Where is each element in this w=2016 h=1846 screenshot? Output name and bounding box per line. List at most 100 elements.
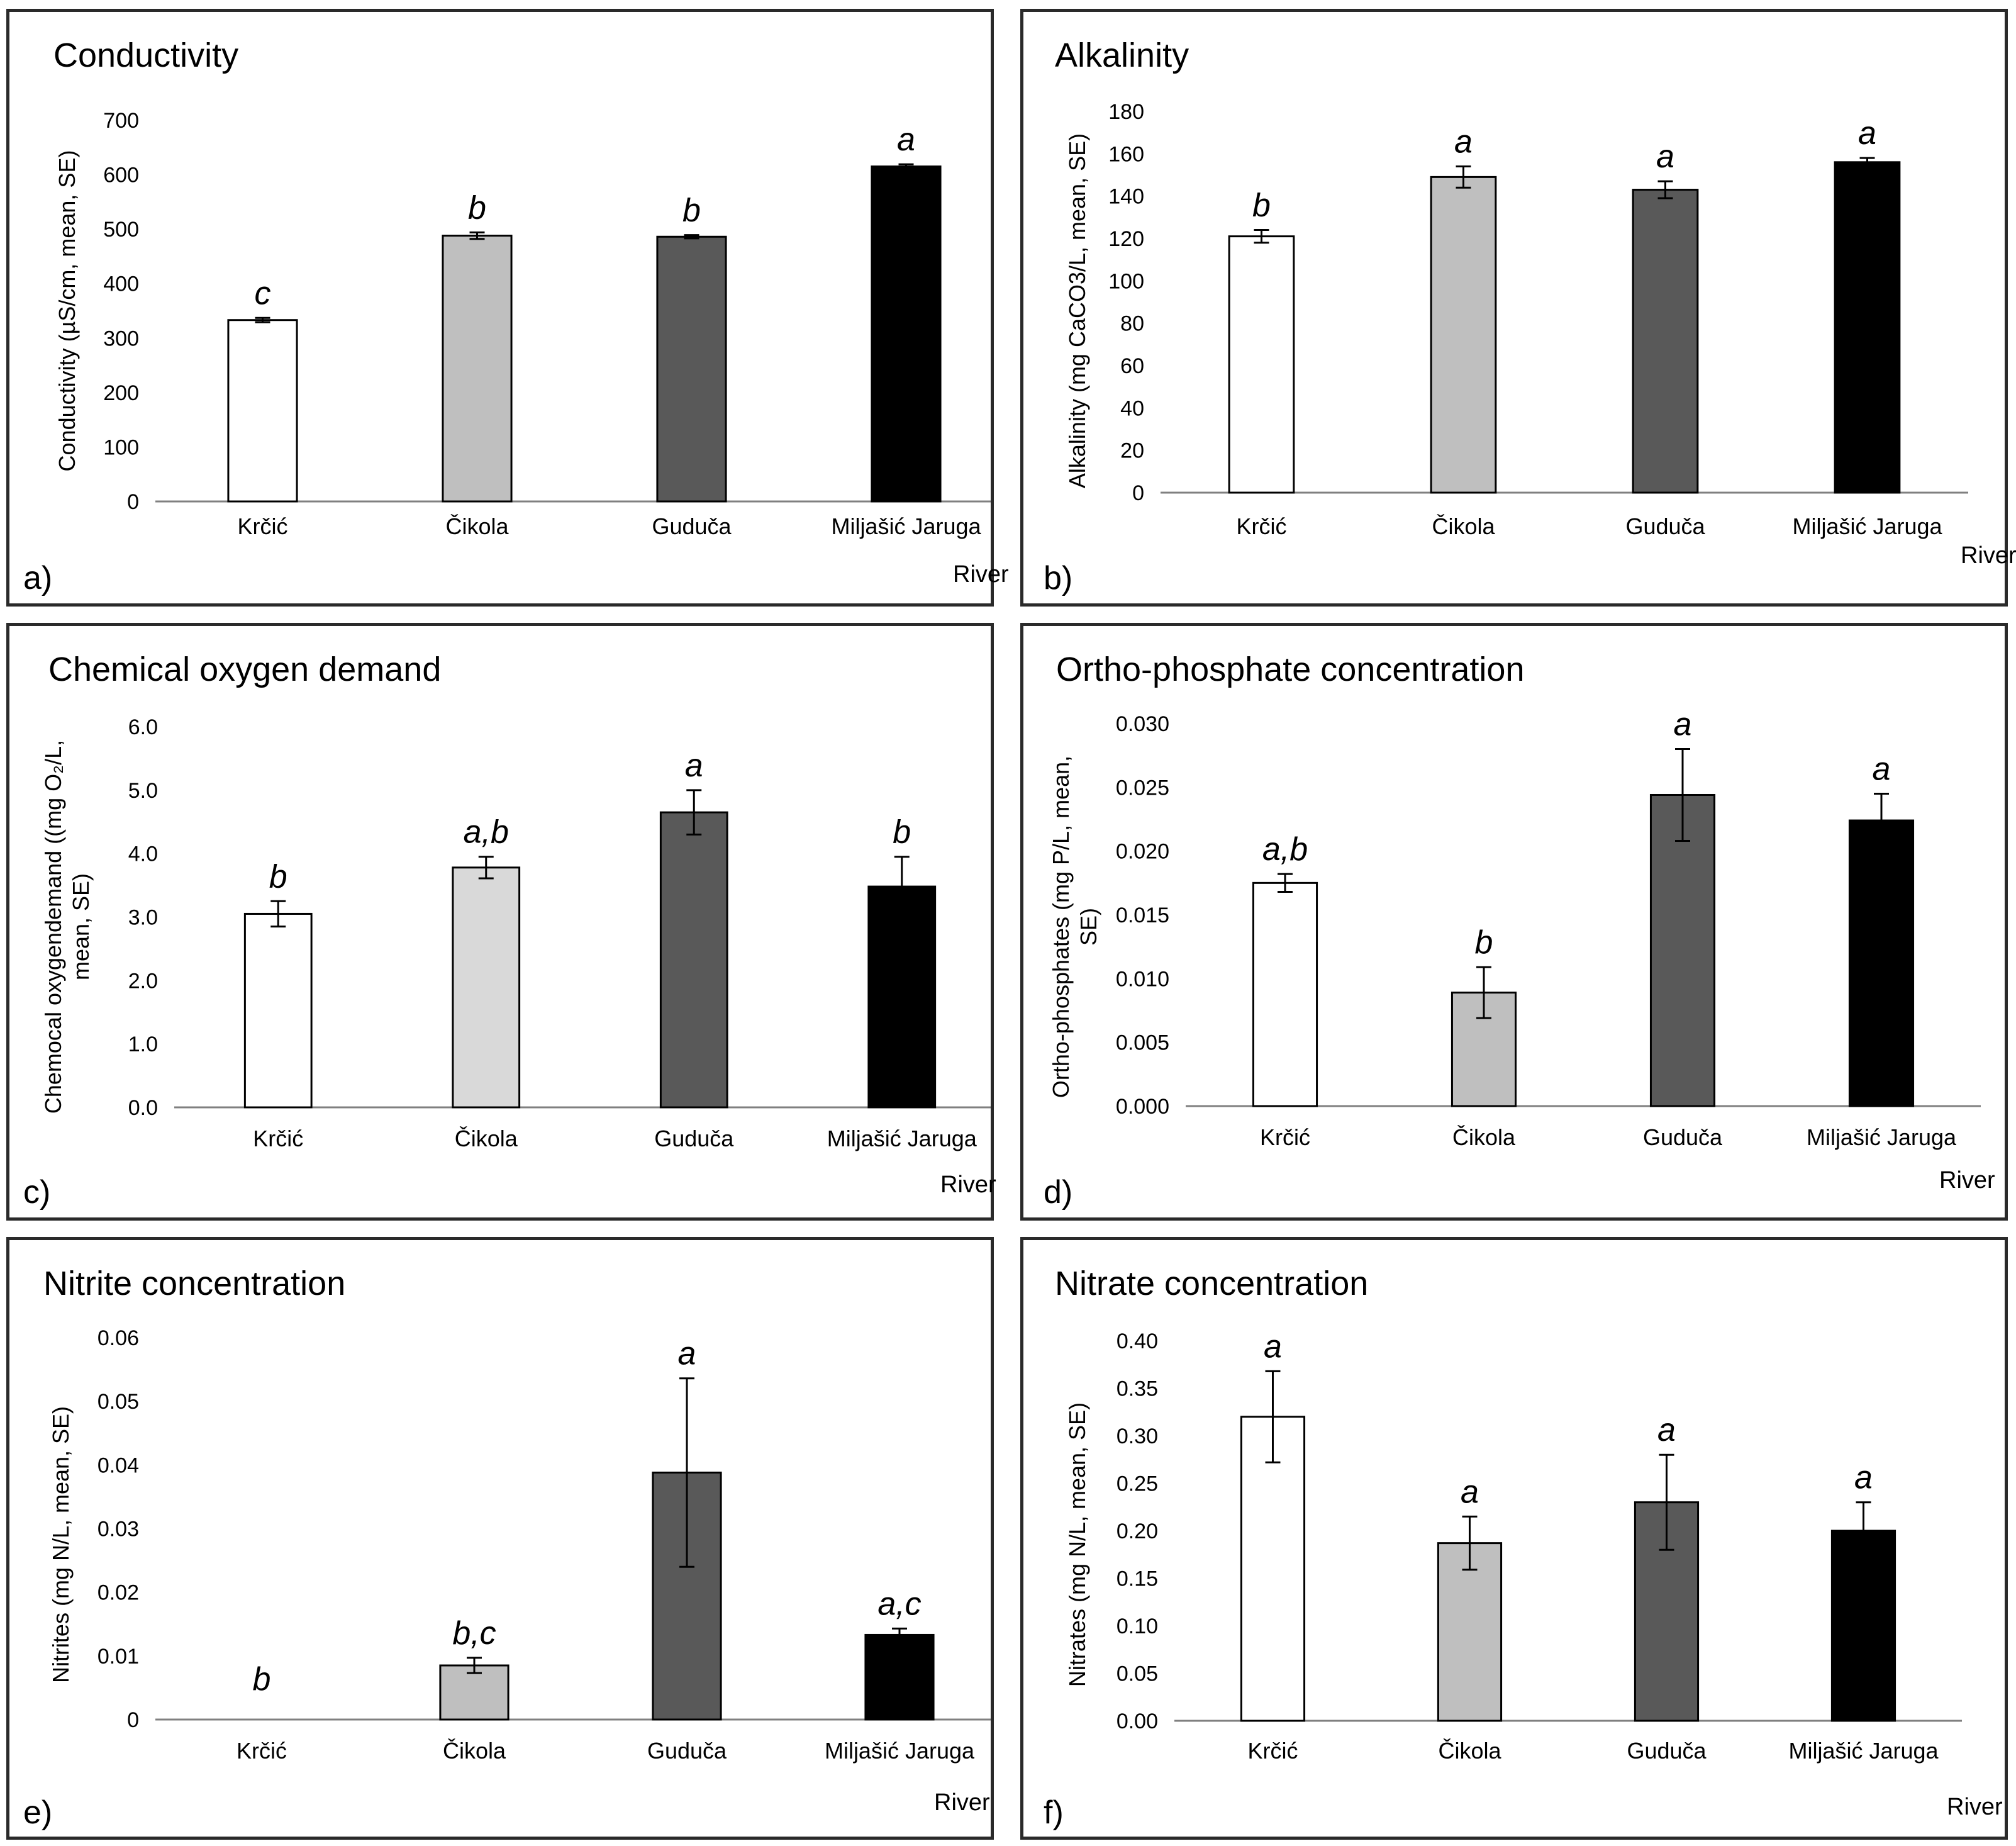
bar — [871, 165, 942, 503]
x-tick-label: Miljašić Jaruga — [1788, 1738, 1939, 1764]
y-tick-label: 180 — [1108, 100, 1144, 124]
significance-letter: a — [1454, 124, 1473, 160]
x-tick-label: Krčić — [1237, 513, 1287, 539]
bar — [656, 235, 727, 503]
y-tick-label: 40 — [1120, 396, 1144, 420]
significance-letter: b,c — [452, 1615, 496, 1652]
chart-panel-6: Nitrate concentration f) River Nitrates (mg… — [1020, 1237, 2008, 1840]
bar — [1252, 881, 1318, 1107]
y-tick-label: 140 — [1108, 185, 1144, 209]
y-tick-label: 0.25 — [1117, 1472, 1158, 1496]
y-tick-label: 200 — [103, 381, 139, 405]
significance-letter: b — [1475, 924, 1493, 961]
x-tick-label: Miljašić Jaruga — [831, 513, 981, 539]
y-tick-label: 400 — [103, 272, 139, 296]
y-tick-label: 0.10 — [1117, 1614, 1158, 1638]
bar — [1649, 793, 1716, 1107]
significance-letter: b — [682, 193, 701, 229]
x-axis-title: River — [940, 1172, 996, 1198]
bar — [1240, 1416, 1306, 1722]
y-tick-label: 0.030 — [1116, 712, 1169, 736]
plot-area: 0.0 1.0 2.0 3.0 4.0 5.0 6.0 b Krčić a,b Čikola a Gud… — [128, 715, 991, 1151]
plot-area: 0.000 0.005 0.010 0.015 0.020 0.025 0.030 a,b Kr… — [1116, 707, 1981, 1150]
significance-letter: a — [1674, 707, 1692, 743]
y-tick-label: 0 — [127, 490, 139, 514]
y-tick-label: 0.02 — [97, 1581, 139, 1605]
x-tick-label: Miljašić Jaruga — [827, 1126, 977, 1151]
x-tick-label: Krčić — [237, 1738, 287, 1764]
y-tick-label: 0.35 — [1117, 1377, 1158, 1401]
significance-letter: a — [897, 121, 915, 158]
significance-letter: b — [253, 1661, 271, 1698]
significance-letter: a,c — [877, 1586, 921, 1622]
y-tick-label: 0.15 — [1117, 1567, 1158, 1591]
chart-panel-3: Chemical oxygen demand c) River Chemocal ox… — [6, 623, 996, 1221]
plot-area: 0.00 0.05 0.10 0.15 0.20 0.25 0.30 0.35 0.40 a Krč… — [1117, 1328, 1962, 1764]
x-axis-title: River — [1939, 1167, 1995, 1194]
y-tick-label: 0.00 — [1117, 1709, 1158, 1733]
significance-letter: a,b — [1262, 831, 1308, 868]
x-tick-label: Guduča — [1627, 1738, 1707, 1764]
y-tick-label: 0.005 — [1116, 1031, 1169, 1055]
chart-title: Alkalinity — [1055, 36, 1189, 74]
bar — [867, 885, 937, 1109]
chart-panel-2: Alkalinity b) River Alkalinity (mg CaCO3/L,… — [1020, 9, 2016, 607]
y-tick-label: 80 — [1120, 312, 1144, 336]
bar — [1848, 819, 1915, 1107]
significance-letter: a — [1854, 1460, 1873, 1496]
y-tick-label: 0.020 — [1116, 840, 1169, 864]
x-tick-label: Guduča — [1643, 1124, 1723, 1150]
bar — [1632, 189, 1699, 494]
bar — [1430, 176, 1497, 494]
y-tick-label: 0.06 — [97, 1326, 139, 1350]
x-tick-label: Miljašić Jaruga — [825, 1738, 975, 1764]
panel-label: f) — [1044, 1794, 1064, 1831]
y-tick-label: 0 — [1132, 481, 1144, 505]
y-tick-label: 600 — [103, 164, 139, 187]
x-tick-label: Čikola — [1452, 1124, 1516, 1150]
chart-panel-1: Conductivity a) River Conductivity (µS/cm, … — [6, 9, 1009, 607]
x-axis-title: River — [1947, 1794, 2003, 1820]
y-tick-label: 0.04 — [97, 1453, 139, 1477]
bar — [864, 1633, 935, 1721]
significance-letter: a — [1264, 1328, 1282, 1365]
x-tick-label: Guduča — [652, 513, 732, 539]
significance-letter: a — [1461, 1474, 1479, 1510]
y-tick-label: 4.0 — [128, 842, 158, 866]
plot-area: 0 0.01 0.02 0.03 0.04 0.05 0.06 b Krčić b,c Čikola… — [97, 1326, 991, 1764]
y-tick-label: 0.05 — [1117, 1662, 1158, 1686]
chart-title: Nitrite concentration — [43, 1265, 346, 1302]
y-tick-label: 0.05 — [97, 1390, 139, 1414]
bar — [1830, 1530, 1896, 1722]
y-tick-label: 0 — [127, 1708, 139, 1732]
x-tick-label: Čikola — [445, 513, 509, 539]
significance-letter: a — [1873, 751, 1891, 787]
x-tick-label: Guduča — [647, 1738, 727, 1764]
panel-label: d) — [1044, 1174, 1073, 1211]
significance-letter: a — [1858, 115, 1876, 152]
bar — [1834, 161, 1901, 494]
y-tick-label: 160 — [1108, 142, 1144, 166]
x-tick-label: Miljašić Jaruga — [1792, 513, 1942, 539]
y-tick-label: 20 — [1120, 439, 1144, 463]
chart-title: Conductivity — [53, 36, 239, 74]
y-tick-label: 0.025 — [1116, 776, 1169, 800]
significance-letter: a — [685, 747, 703, 784]
y-tick-label: 300 — [103, 327, 139, 350]
y-tick-label: 3.0 — [128, 906, 158, 930]
y-tick-label: 0.000 — [1116, 1095, 1169, 1119]
x-tick-label: Krčić — [238, 513, 288, 539]
y-tick-label: 1.0 — [128, 1032, 158, 1056]
significance-letter: b — [468, 189, 486, 226]
significance-letter: b — [893, 814, 911, 851]
panel-label: e) — [23, 1794, 53, 1831]
y-tick-label: 0.010 — [1116, 967, 1169, 991]
chart-title: Nitrate concentration — [1055, 1265, 1369, 1302]
x-axis-title: River — [934, 1789, 990, 1816]
y-tick-label: 0.30 — [1117, 1424, 1158, 1448]
bar — [1228, 235, 1295, 494]
significance-letter: b — [269, 858, 287, 895]
plot-area: 0 100 200 300 400 500 600 700 c Krčić b Čikola b Gudu… — [103, 109, 991, 539]
significance-letter: a — [1657, 1412, 1676, 1448]
x-axis-title: River — [953, 561, 1009, 588]
